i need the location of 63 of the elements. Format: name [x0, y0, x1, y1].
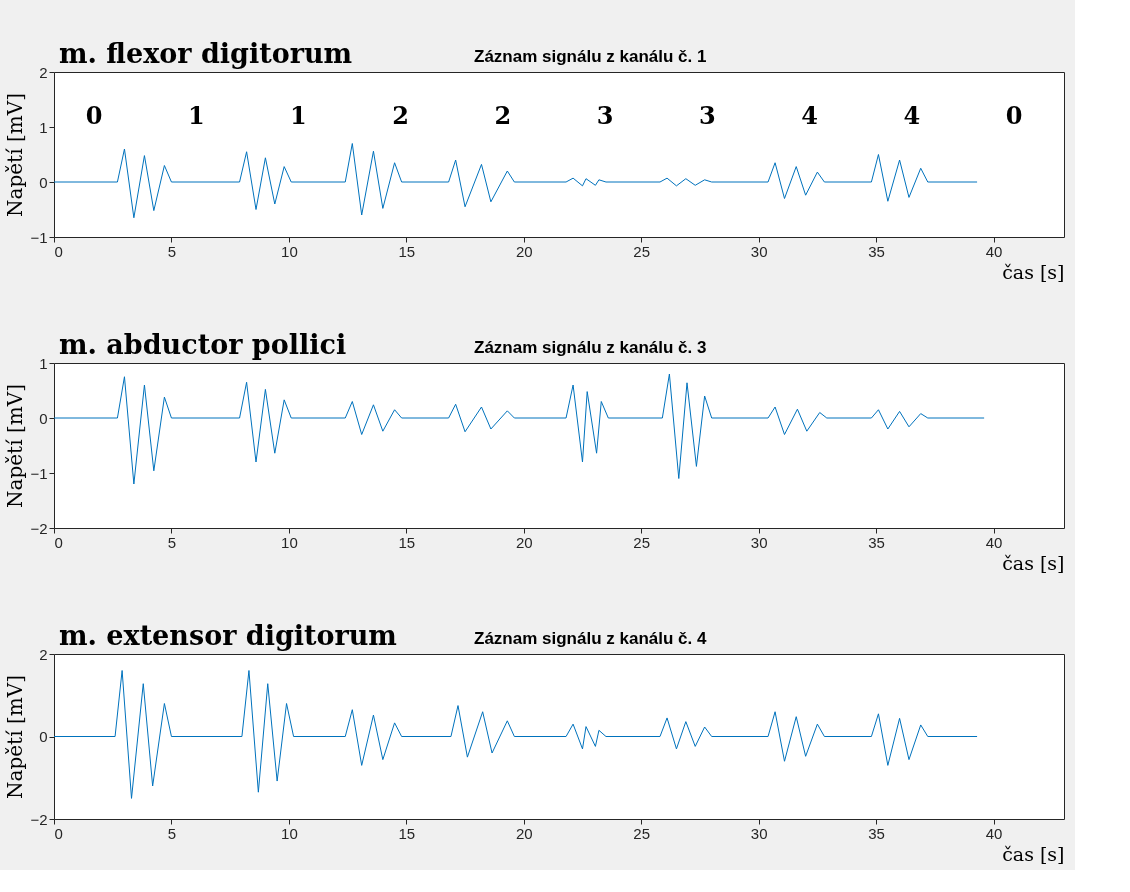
x-tick-label: 20 [515, 533, 533, 551]
x-tick-label: 10 [281, 824, 298, 842]
x-axis-title: čas [s] [1002, 551, 1065, 574]
x-tick-label: 0 [54, 824, 63, 842]
x-tick-label: 35 [868, 533, 885, 551]
chart-title: m. extensor digitorum [59, 620, 397, 651]
y-tick-label: 2 [39, 645, 48, 663]
annotation: 0 [1005, 100, 1023, 130]
annotation: 3 [698, 100, 716, 130]
x-tick-label: 0 [54, 533, 63, 551]
annotation: 2 [494, 100, 512, 130]
x-tick-label: 35 [868, 824, 885, 842]
x-tick-label: 20 [515, 242, 533, 260]
line-series [53, 143, 978, 219]
chart-subtitle: Záznam signálu z kanálu č. 1 [474, 47, 707, 66]
x-tick-label: 20 [515, 824, 533, 842]
x-tick-label: 30 [750, 242, 768, 260]
y-axis-title: Napětí [mV] [3, 384, 28, 508]
y-tick-label: 1 [39, 354, 48, 372]
x-tick-label: 10 [281, 242, 298, 260]
x-tick-label: 30 [750, 824, 768, 842]
x-tick-label: 25 [633, 824, 651, 842]
y-tick-label: −2 [30, 519, 48, 537]
y-tick-label: −1 [30, 464, 48, 482]
annotation: 0 [85, 100, 103, 130]
y-tick-label: −2 [30, 810, 48, 828]
x-tick-label: 15 [398, 533, 416, 551]
chart-subtitle: Záznam signálu z kanálu č. 3 [474, 338, 707, 357]
annotation: 1 [290, 100, 307, 130]
x-axis-title: čas [s] [1002, 260, 1065, 283]
x-tick-label: 5 [167, 824, 177, 842]
line-series [53, 373, 985, 485]
x-tick-label: 15 [398, 824, 416, 842]
y-tick-label: 0 [39, 409, 48, 427]
x-tick-label: 30 [750, 533, 768, 551]
x-tick-label: 35 [868, 242, 885, 260]
x-tick-label: 15 [398, 242, 416, 260]
x-tick-label: 5 [167, 533, 177, 551]
x-axis-title: čas [s] [1002, 842, 1065, 865]
annotation: 4 [903, 100, 921, 130]
chart-title: m. flexor digitorum [59, 38, 353, 69]
x-tick-label: 25 [633, 533, 651, 551]
y-tick-label: 0 [39, 173, 48, 191]
x-tick-label: 40 [985, 824, 1003, 842]
y-axis-title: Napětí [mV] [3, 675, 28, 799]
chart-subtitle: Záznam signálu z kanálu č. 4 [474, 629, 707, 648]
y-tick-label: 1 [39, 118, 48, 136]
y-axis-title: Napětí [mV] [3, 93, 28, 217]
x-tick-label: 40 [985, 242, 1003, 260]
annotation: 1 [187, 100, 205, 130]
annotation: 3 [596, 100, 614, 130]
annotation: 2 [392, 100, 410, 130]
x-tick-label: 40 [985, 533, 1003, 551]
chart-title: m. abductor pollici [59, 329, 347, 360]
x-tick-label: 0 [54, 242, 63, 260]
y-tick-label: 2 [39, 63, 48, 81]
line-series [53, 670, 978, 799]
y-tick-label: −1 [30, 228, 48, 246]
y-tick-label: 0 [39, 728, 48, 745]
annotation: 4 [801, 100, 818, 130]
x-tick-label: 10 [281, 533, 298, 551]
x-tick-label: 5 [167, 242, 177, 260]
x-tick-label: 25 [633, 242, 651, 260]
